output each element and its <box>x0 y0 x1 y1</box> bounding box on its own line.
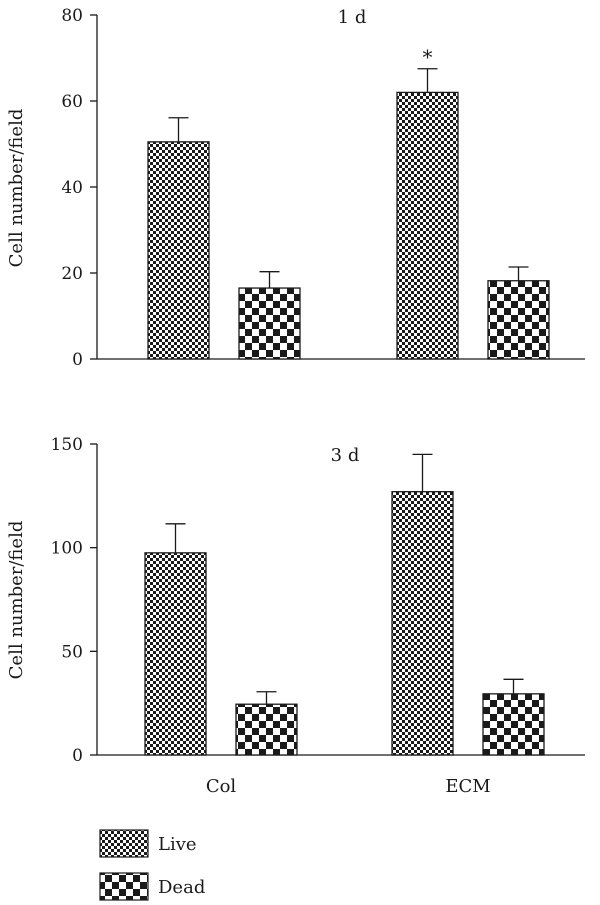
y-tick-label: 150 <box>51 435 83 455</box>
bar-live-col <box>144 552 207 756</box>
legend-item-live: Live <box>99 829 197 858</box>
panel-3d-plot: 0 50 100 150 Col ECM <box>51 435 585 797</box>
bar-live-ecm <box>396 91 459 360</box>
panel-1d: 0 20 40 60 80 * 1 d Cell number/field <box>6 6 585 370</box>
bar-dead-ecm <box>487 280 550 360</box>
bar-dead-col <box>235 703 298 756</box>
x-category-label-ecm: ECM <box>445 776 490 797</box>
y-tick-label: 80 <box>61 6 83 26</box>
y-tick-label: 100 <box>51 539 83 559</box>
panel-1d-y-axis-label: Cell number/field <box>6 109 27 268</box>
x-category-label-col: Col <box>206 776 237 797</box>
legend-label-live: Live <box>158 834 197 855</box>
y-tick-label: 50 <box>61 642 83 662</box>
bar-dead-ecm <box>482 693 545 756</box>
bar-dead-col <box>238 287 301 360</box>
legend-label-dead: Dead <box>158 877 205 898</box>
significance-marker: * <box>423 45 433 69</box>
legend-swatch-dead <box>99 872 149 901</box>
y-tick-label: 0 <box>72 350 83 370</box>
legend-swatch-live <box>99 829 149 858</box>
panel-3d-y-axis-label: Cell number/field <box>6 521 27 680</box>
y-tick-label: 60 <box>61 92 83 112</box>
panel-1d-title: 1 d <box>338 7 367 28</box>
panel-3d-title: 3 d <box>331 445 360 466</box>
y-tick-label: 40 <box>61 178 83 198</box>
bar-live-ecm <box>391 491 454 756</box>
y-tick-label: 0 <box>72 746 83 766</box>
legend-item-dead: Dead <box>99 872 205 901</box>
panel-1d-plot: 0 20 40 60 80 * <box>61 6 585 370</box>
panel-3d: 0 50 100 150 Col ECM 3 d Cell number/field <box>6 435 585 797</box>
legend: Live Dead <box>99 829 205 901</box>
y-tick-label: 20 <box>61 264 83 284</box>
bar-live-col <box>147 141 210 360</box>
